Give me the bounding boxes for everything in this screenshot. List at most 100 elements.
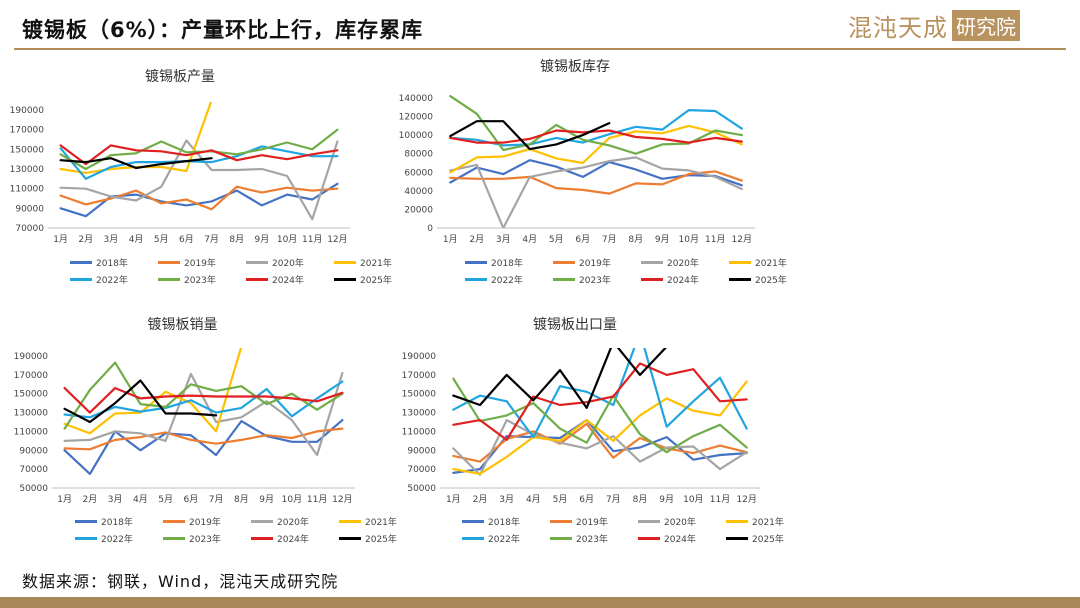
y-tick-label: 150000 — [402, 390, 437, 400]
y-tick-label: 130000 — [10, 165, 45, 175]
y-tick-label: 150000 — [14, 390, 49, 400]
legend-swatch — [729, 261, 751, 264]
series-line-2018年 — [63, 418, 344, 475]
series-line-2023年 — [63, 361, 344, 430]
x-tick-label: 12月 — [736, 494, 756, 505]
x-tick-label: 2月 — [78, 234, 93, 245]
x-tick-label: 11月 — [710, 494, 730, 505]
x-tick-label: 3月 — [108, 494, 123, 505]
legend-item: 2021年 — [729, 256, 817, 269]
series-line-2019年 — [452, 422, 748, 463]
data-source: 数据来源：钢联，Wind，混沌天成研究院 — [22, 572, 339, 591]
chart-plot: 70000 90000 110000 130000 150000 170000 190000… — [10, 102, 350, 245]
series-group — [63, 348, 344, 475]
x-tick-label: 7月 — [209, 494, 224, 505]
legend-swatch — [246, 278, 268, 281]
series-line-2020年 — [452, 418, 748, 476]
chart-legend: 2018年 2019年 2020年 2021年 2022年 2023年 2024年 2025年 — [70, 256, 422, 286]
x-tick-label: 6月 — [575, 234, 590, 245]
legend-label: 2020年 — [277, 518, 309, 528]
series-line-2018年 — [449, 159, 743, 187]
series-line-2023年 — [452, 377, 748, 454]
legend-item: 2022年 — [70, 273, 158, 286]
series-line-2025年 — [59, 157, 213, 170]
legend-label: 2024年 — [272, 276, 304, 286]
x-tick-label: 5月 — [553, 494, 568, 505]
y-tick-label: 90000 — [407, 446, 436, 456]
x-tick-label: 9月 — [259, 494, 274, 505]
chart-title: 镀锡板产量 — [145, 69, 215, 85]
legend-swatch — [158, 278, 180, 281]
legend-item: 2024年 — [638, 532, 726, 545]
legend-label: 2022年 — [96, 276, 128, 286]
legend-swatch — [339, 537, 361, 540]
chart-plot: 50000 70000 90000 110000 130000 150000 170000 1… — [14, 348, 355, 505]
legend-label: 2019年 — [184, 259, 216, 269]
legend-swatch — [553, 278, 575, 281]
x-tick-label: 6月 — [579, 494, 594, 505]
legend-label: 2018年 — [491, 259, 523, 269]
x-tick-label: 5月 — [549, 234, 564, 245]
legend-swatch — [75, 537, 97, 540]
chart-title: 镀锡板出口量 — [533, 317, 617, 333]
series-line-2024年 — [63, 386, 344, 414]
footer-bar — [0, 597, 1080, 608]
legend-item: 2025年 — [726, 532, 814, 545]
series-line-2024年 — [449, 129, 743, 144]
series-line-2019年 — [449, 170, 743, 195]
x-tick-label: 2月 — [83, 494, 98, 505]
legend-swatch — [334, 261, 356, 264]
x-tick-label: 9月 — [659, 494, 674, 505]
legend-item: 2021年 — [334, 256, 422, 269]
series-line-2021年 — [452, 380, 748, 475]
chart-legend: 2018年 2019年 2020年 2021年 2022年 2023年 2024年 2025年 — [75, 515, 427, 545]
y-tick-label: 130000 — [402, 409, 437, 419]
y-tick-label: 70000 — [15, 224, 44, 234]
legend-label: 2022年 — [491, 276, 523, 286]
legend-label: 2018年 — [96, 259, 128, 269]
y-tick-label: 110000 — [10, 185, 45, 195]
legend-item: 2021年 — [726, 515, 814, 528]
legend-swatch — [550, 537, 572, 540]
legend-swatch — [251, 537, 273, 540]
legend-item: 2018年 — [462, 515, 550, 528]
series-group — [452, 348, 748, 476]
y-tick-label: 90000 — [15, 204, 44, 214]
legend-item: 2019年 — [163, 515, 251, 528]
legend-label: 2021年 — [755, 259, 787, 269]
brand-box: 研究院 — [952, 9, 1020, 41]
title-divider — [14, 48, 1066, 50]
y-tick-label: 80000 — [404, 150, 433, 160]
series-line-2022年 — [63, 380, 344, 419]
legend-item: 2018年 — [70, 256, 158, 269]
x-tick-label: 4月 — [522, 234, 537, 245]
legend-item: 2023年 — [550, 532, 638, 545]
series-line-2021年 — [449, 124, 743, 174]
x-tick-label: 12月 — [332, 494, 352, 505]
series-group — [449, 94, 743, 228]
legend-swatch — [462, 537, 484, 540]
y-tick-label: 130000 — [14, 409, 49, 419]
legend-label: 2020年 — [664, 518, 696, 528]
x-tick-label: 8月 — [234, 494, 249, 505]
series-line-2025年 — [449, 120, 611, 151]
legend-item: 2024年 — [246, 273, 334, 286]
legend-swatch — [70, 278, 92, 281]
legend-label: 2023年 — [579, 276, 611, 286]
legend-item: 2020年 — [641, 256, 729, 269]
legend-swatch — [729, 278, 751, 281]
x-tick-label: 1月 — [446, 494, 461, 505]
y-tick-label: 90000 — [19, 446, 48, 456]
legend-item: 2018年 — [465, 256, 553, 269]
chart-plot: 0 20000 40000 60000 80000 100000 120000 140000 1… — [399, 94, 755, 245]
brand-logo: 混沌天成 研究院 — [848, 9, 1020, 42]
legend-label: 2021年 — [365, 518, 397, 528]
x-tick-label: 10月 — [277, 234, 297, 245]
legend-label: 2020年 — [667, 259, 699, 269]
y-tick-label: 170000 — [402, 371, 437, 381]
x-tick-label: 8月 — [633, 494, 648, 505]
y-tick-label: 190000 — [402, 352, 437, 362]
legend-item: 2022年 — [75, 532, 163, 545]
x-tick-label: 7月 — [606, 494, 621, 505]
x-tick-label: 1月 — [57, 494, 72, 505]
